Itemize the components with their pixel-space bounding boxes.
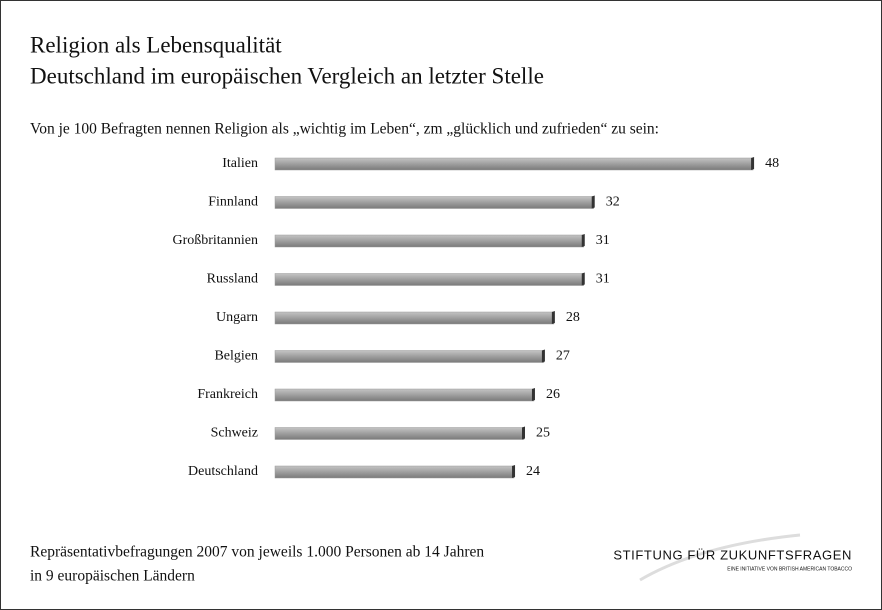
bar-cap [541,349,545,363]
bar [274,427,525,440]
value-label: 26 [546,387,560,402]
logo-name: STIFTUNG FÜR ZUKUNFTSFRAGEN [613,547,852,562]
value-label: 31 [596,272,610,287]
value-label: 31 [596,233,610,248]
category-label: Belgien [214,349,258,364]
bar [274,350,545,363]
value-label: 48 [765,156,779,171]
value-label: 25 [536,426,550,441]
bar-cap [581,234,585,247]
description: Von je 100 Befragten nennen Religion als… [30,121,659,138]
logo-tagline: EINE INITIATIVE VON BRITISH AMERICAN TOB… [727,566,852,572]
category-label: Italien [222,156,258,171]
category-label: Frankreich [197,387,258,402]
category-label: Großbritannien [172,233,258,248]
bar [274,465,515,479]
bar-cap [531,388,535,401]
category-label: Finnland [208,195,258,210]
logo-swoosh [639,533,801,582]
bar [274,388,535,402]
chart-title: Religion als Lebensqualität [30,32,282,57]
value-label: 32 [606,195,620,210]
category-label: Schweiz [211,426,258,441]
chart-subtitle: Deutschland im europäischen Vergleich an… [30,63,544,88]
bar-cap [581,272,585,286]
bar-cap [751,157,755,170]
category-label: Ungarn [216,310,258,325]
footnote: Repräsentativbefragungen 2007 von jeweil… [30,544,484,561]
value-label: 27 [556,349,570,364]
bar [274,196,594,209]
bar-cap [512,465,516,478]
bar-cap [551,311,555,324]
bar [274,311,555,325]
footnote: in 9 europäischen Ländern [30,568,195,585]
bar [274,157,754,171]
category-label: Russland [207,272,258,287]
bar [274,273,585,286]
bar-cap [591,195,595,209]
bar-cap [522,426,525,440]
bar [274,234,585,248]
value-label: 24 [526,464,540,479]
category-label: Deutschland [188,464,258,479]
value-label: 28 [566,310,580,325]
